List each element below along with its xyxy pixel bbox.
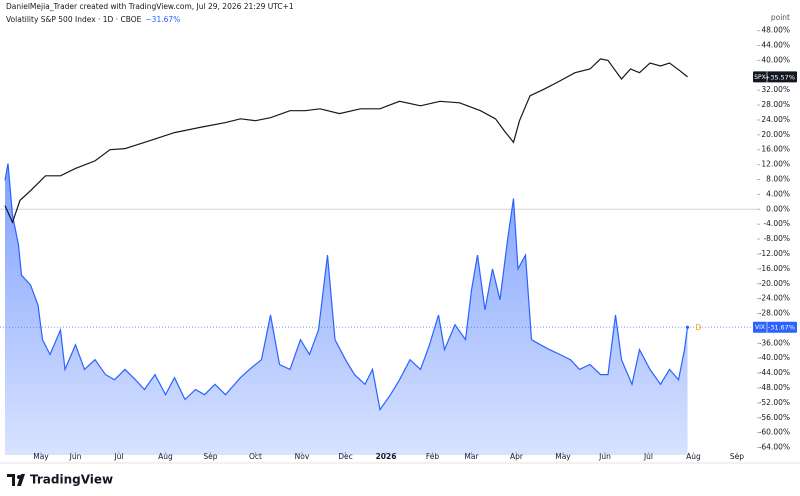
end-label-name: SPX <box>754 74 766 81</box>
y-tick-label: 20.00% <box>761 130 790 139</box>
x-tick-label: Jun <box>598 452 611 461</box>
y-tick-label: -28.00% <box>759 309 790 318</box>
y-tick-label: 44.00% <box>761 41 790 50</box>
x-tick-label: May <box>555 452 571 461</box>
end-label-value: +35.57% <box>765 73 795 81</box>
y-tick-label: -20.00% <box>759 279 790 288</box>
x-tick-label: Jul <box>113 452 123 461</box>
y-tick-label: 0.00% <box>766 204 790 213</box>
y-tick-label: -12.00% <box>759 249 790 258</box>
x-tick-label: Aug <box>158 452 173 461</box>
axis-unit: point <box>771 13 790 22</box>
x-tick-label: Mar <box>464 452 479 461</box>
y-tick-label: -56.00% <box>759 413 790 422</box>
credit: DanielMejia_Trader created with TradingV… <box>6 2 294 11</box>
x-tick-label: 2026 <box>376 452 397 461</box>
y-tick-label: 40.00% <box>761 55 790 64</box>
x-tick-label: Jul <box>643 452 653 461</box>
area <box>5 163 688 455</box>
end-label-name: VIX <box>755 324 765 331</box>
y-tick-label: -44.00% <box>759 368 790 377</box>
y-tick-label: 24.00% <box>761 115 790 124</box>
y-tick-label: -36.00% <box>759 338 790 347</box>
y-tick-label: -64.00% <box>759 443 790 452</box>
y-tick-label: -8.00% <box>763 234 790 243</box>
y-tick-label: 32.00% <box>761 85 790 94</box>
y-tick-label: -48.00% <box>759 383 790 392</box>
x-tick-label: Feb <box>426 452 440 461</box>
y-tick-label: -52.00% <box>759 398 790 407</box>
y-tick-label: 4.00% <box>766 189 790 198</box>
end-label-value: -31.67% <box>768 324 795 332</box>
x-tick-label: Sep <box>203 452 217 461</box>
y-tick-label: -4.00% <box>763 219 790 228</box>
y-tick-label: -24.00% <box>759 294 790 303</box>
y-tick-label: -60.00% <box>759 428 790 437</box>
x-tick-label: Jun <box>69 452 82 461</box>
y-tick-label: 48.00% <box>761 26 790 35</box>
y-tick-label: -40.00% <box>759 353 790 362</box>
x-tick-label: Sep <box>730 452 744 461</box>
marker: D <box>696 323 702 332</box>
line <box>4 163 689 412</box>
logo: TradingView <box>7 473 113 487</box>
x-tick-label: May <box>33 452 49 461</box>
y-tick-label: 16.00% <box>761 145 790 154</box>
x-tick-label: Aug <box>686 452 701 461</box>
y-tick-label: -16.00% <box>759 264 790 273</box>
y-tick-label: 28.00% <box>761 100 790 109</box>
logo-text: TradingView <box>30 473 113 487</box>
logo-dot <box>17 475 21 479</box>
end-label-box <box>753 71 797 83</box>
line <box>4 58 688 224</box>
symbol: Volatility S&P 500 Index · 1D · CBOE <box>6 15 142 24</box>
x-tick-label: Oct <box>249 452 262 461</box>
x-tick-label: Apr <box>510 452 524 461</box>
x-tick-label: Nov <box>295 452 310 461</box>
last-point <box>685 325 690 329</box>
y-tick-label: 8.00% <box>766 175 790 184</box>
x-tick-label: Dec <box>338 452 353 461</box>
end-label-box <box>753 321 797 333</box>
change: −31.67% <box>145 15 180 24</box>
y-tick-label: 12.00% <box>761 160 790 169</box>
